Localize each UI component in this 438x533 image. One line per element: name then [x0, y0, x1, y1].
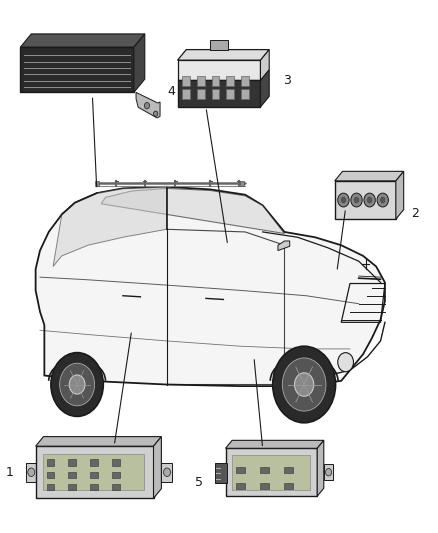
Bar [284, 483, 293, 489]
Polygon shape [20, 47, 134, 92]
Bar [43, 454, 144, 490]
Bar [46, 484, 54, 490]
Polygon shape [177, 60, 261, 80]
Polygon shape [396, 171, 404, 219]
Bar [212, 76, 219, 86]
Bar [161, 463, 172, 482]
Circle shape [367, 196, 373, 204]
Bar [90, 472, 98, 478]
Circle shape [338, 353, 353, 372]
Text: 4: 4 [167, 85, 175, 98]
Bar [226, 90, 234, 99]
Bar [236, 467, 245, 473]
Circle shape [145, 102, 150, 109]
Polygon shape [335, 171, 404, 181]
Polygon shape [101, 188, 285, 233]
Polygon shape [278, 241, 290, 251]
Polygon shape [35, 187, 385, 386]
Polygon shape [177, 50, 269, 60]
Circle shape [325, 469, 332, 476]
Bar [197, 90, 205, 99]
Bar [90, 484, 98, 490]
Circle shape [351, 193, 362, 207]
Polygon shape [20, 34, 145, 47]
Circle shape [273, 346, 336, 423]
Polygon shape [226, 440, 324, 448]
Circle shape [294, 373, 314, 396]
Circle shape [28, 468, 35, 477]
Circle shape [153, 111, 158, 116]
Bar [182, 76, 190, 86]
Bar [240, 181, 244, 185]
Polygon shape [226, 448, 317, 496]
Circle shape [60, 364, 95, 406]
Bar [284, 467, 293, 473]
Circle shape [283, 358, 326, 411]
Polygon shape [136, 92, 160, 118]
Text: 5: 5 [195, 477, 203, 489]
Bar [68, 472, 76, 478]
Polygon shape [261, 70, 269, 107]
Bar [236, 483, 245, 489]
Polygon shape [153, 437, 161, 498]
Circle shape [338, 193, 349, 207]
Bar [215, 463, 227, 483]
Circle shape [340, 196, 346, 204]
Bar [241, 90, 249, 99]
Bar [112, 484, 120, 490]
Bar [232, 455, 310, 490]
Bar [95, 181, 99, 185]
Circle shape [364, 193, 375, 207]
Bar [112, 472, 120, 478]
Bar [26, 463, 37, 482]
Text: 3: 3 [283, 74, 290, 87]
Polygon shape [335, 181, 396, 219]
Circle shape [69, 375, 85, 394]
Bar [241, 76, 249, 86]
Circle shape [51, 353, 103, 416]
Bar [260, 467, 269, 473]
Bar [212, 90, 219, 99]
Bar [226, 76, 234, 86]
Polygon shape [35, 446, 153, 498]
Bar [324, 464, 333, 480]
Text: 1: 1 [6, 466, 14, 479]
Bar [260, 483, 269, 489]
Text: 2: 2 [412, 207, 420, 220]
Bar [46, 459, 54, 466]
Polygon shape [134, 34, 145, 92]
Polygon shape [35, 437, 161, 446]
Polygon shape [53, 187, 166, 266]
Bar [90, 459, 98, 466]
Polygon shape [177, 80, 261, 107]
Bar [46, 472, 54, 478]
Bar [68, 459, 76, 466]
Polygon shape [261, 50, 269, 80]
Bar [112, 459, 120, 466]
Circle shape [377, 193, 389, 207]
Circle shape [163, 468, 170, 477]
Bar [197, 76, 205, 86]
Bar [68, 484, 76, 490]
Circle shape [380, 196, 386, 204]
Bar [210, 40, 228, 50]
Circle shape [353, 196, 360, 204]
Bar [182, 90, 190, 99]
Polygon shape [317, 440, 324, 496]
